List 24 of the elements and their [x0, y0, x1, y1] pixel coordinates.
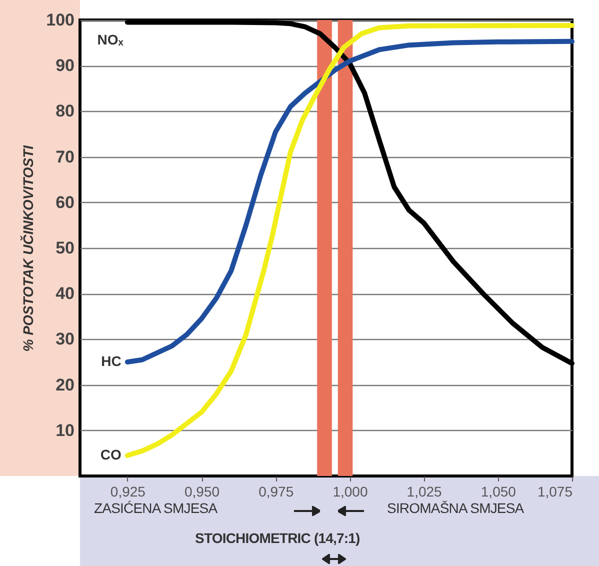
y-tick-label: 90	[56, 56, 74, 76]
x-tick-label: 1,000	[332, 484, 368, 500]
y-tick-label: 10	[56, 420, 74, 440]
series-label: NOₓ	[97, 31, 124, 48]
x-tick-label: 1,025	[406, 484, 442, 500]
text: ZASIĆENA SMJESA	[94, 500, 218, 516]
x-tick-label: 0,975	[258, 484, 294, 500]
y-tick-label: 80	[56, 102, 74, 121]
text: SIROMAŠNA SMJESA	[387, 500, 524, 516]
y-axis-title: % POSTOTAK UČINKOVITOSTI	[20, 144, 36, 352]
y-tick-label: 60	[56, 192, 74, 212]
y-tick-label: 20	[56, 375, 74, 394]
y-tick-label: 70	[56, 147, 74, 166]
y-tick-label: 30	[56, 330, 74, 349]
x-tick-label: 1,075	[537, 484, 573, 500]
x-tick-label: 0,950	[184, 484, 220, 500]
series-label: HC	[101, 353, 122, 369]
series-label: CO	[100, 446, 122, 462]
x-tick-label: 0,925	[110, 484, 146, 500]
x-tick-label: 1,050	[480, 484, 516, 500]
text: STOICHIOMETRIC (14,7:1)	[195, 530, 360, 546]
y-tick-label: 50	[56, 238, 74, 258]
y-tick-label: 40	[56, 284, 74, 304]
y-tick-label: 100	[46, 10, 74, 30]
